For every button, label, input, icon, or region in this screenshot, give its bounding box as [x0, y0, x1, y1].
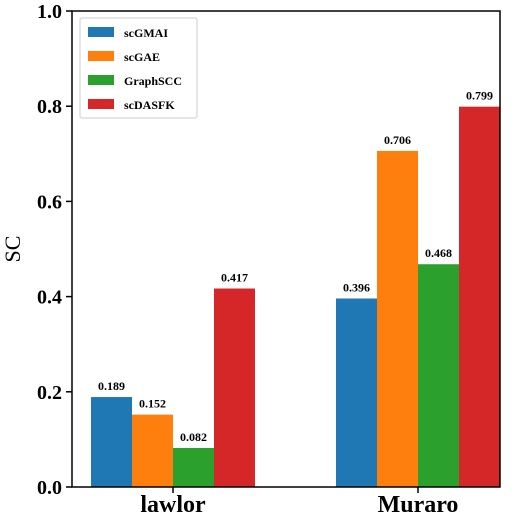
- legend-label-scGMAI: scGMAI: [124, 26, 168, 40]
- y-tick-label: 0.6: [37, 191, 62, 213]
- data-label: 0.396: [343, 281, 370, 295]
- data-label: 0.417: [221, 271, 248, 285]
- bar-GraphSCC-lawlor: [173, 447, 214, 487]
- data-label: 0.799: [466, 89, 493, 103]
- y-axis-title: SC: [0, 236, 25, 263]
- legend-swatch-scGMAI: [88, 27, 114, 37]
- data-label: 0.706: [384, 133, 411, 147]
- bar-scGMAI-Muraro: [336, 298, 377, 487]
- data-label: 0.082: [180, 430, 207, 444]
- y-tick-label: 0.4: [37, 287, 62, 309]
- legend-label-scDASFK: scDASFK: [124, 98, 175, 112]
- bar-scGAE-lawlor: [132, 414, 173, 487]
- y-tick-label: 1.0: [37, 1, 62, 23]
- plot-frame: [71, 10, 501, 488]
- y-tick-label: 0.8: [37, 96, 62, 118]
- legend-swatch-scGAE: [88, 51, 114, 61]
- bars-group: [91, 106, 500, 488]
- data-label: 0.189: [98, 379, 125, 393]
- y-axis: 0.0 0.2 0.4 0.6 0.8 1.0: [37, 1, 72, 499]
- x-tick-label-Muraro: Muraro: [378, 492, 459, 517]
- bar-GraphSCC-Muraro: [418, 264, 459, 487]
- bar-scGAE-Muraro: [377, 150, 418, 487]
- legend-swatch-scDASFK: [88, 99, 114, 109]
- bar-scDASFK-lawlor: [214, 288, 255, 487]
- legend-label-GraphSCC: GraphSCC: [124, 74, 182, 88]
- data-label: 0.152: [139, 397, 166, 411]
- y-tick-label: 0.0: [37, 477, 62, 499]
- legend-box: [79, 17, 198, 119]
- bar-scGMAI-lawlor: [91, 397, 132, 487]
- legend: scGMAI scGAE GraphSCC scDASFK: [79, 17, 198, 119]
- bar-scDASFK-Muraro: [459, 106, 500, 488]
- legend-label-scGAE: scGAE: [124, 50, 160, 64]
- x-tick-label-lawlor: lawlor: [140, 492, 206, 517]
- legend-swatch-GraphSCC: [88, 75, 114, 85]
- x-axis: lawlor Muraro: [140, 487, 458, 517]
- y-tick-label: 0.2: [37, 382, 62, 404]
- data-label: 0.468: [425, 246, 452, 260]
- data-labels-group: 0.189 0.396 0.152 0.706 0.082 0.468 0.417 0.799: [98, 89, 493, 444]
